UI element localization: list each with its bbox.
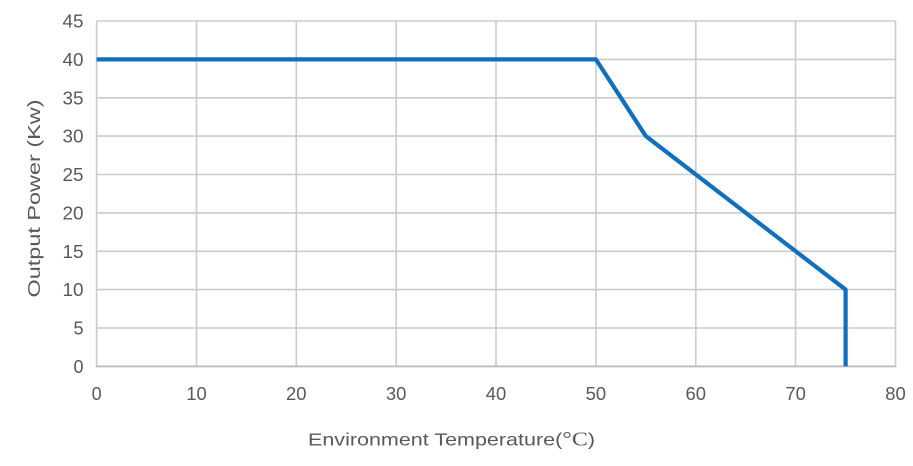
svg-text:5: 5 bbox=[73, 319, 83, 339]
svg-text:70: 70 bbox=[785, 384, 806, 404]
svg-text:25: 25 bbox=[63, 165, 84, 185]
svg-text:30: 30 bbox=[386, 384, 407, 404]
svg-text:45: 45 bbox=[63, 12, 84, 32]
svg-text:40: 40 bbox=[486, 384, 507, 404]
svg-text:10: 10 bbox=[63, 280, 84, 300]
svg-text:60: 60 bbox=[686, 384, 707, 404]
svg-text:30: 30 bbox=[63, 127, 84, 147]
svg-text:40: 40 bbox=[63, 50, 84, 70]
svg-text:50: 50 bbox=[586, 384, 607, 404]
svg-text:20: 20 bbox=[63, 203, 84, 223]
svg-text:15: 15 bbox=[63, 242, 84, 262]
svg-text:Output Power (Kw): Output Power (Kw) bbox=[24, 100, 44, 298]
svg-text:Environment Temperature(°C): Environment Temperature(°C) bbox=[308, 430, 595, 451]
svg-text:10: 10 bbox=[186, 384, 207, 404]
svg-text:80: 80 bbox=[885, 384, 906, 404]
svg-text:0: 0 bbox=[92, 384, 102, 404]
svg-text:20: 20 bbox=[286, 384, 307, 404]
svg-text:0: 0 bbox=[73, 357, 83, 377]
svg-text:35: 35 bbox=[63, 88, 84, 108]
